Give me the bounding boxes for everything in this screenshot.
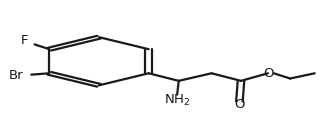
- Text: NH$_2$: NH$_2$: [164, 93, 190, 108]
- Text: O: O: [235, 98, 245, 111]
- Text: O: O: [264, 66, 274, 80]
- Text: Br: Br: [8, 69, 23, 82]
- Text: F: F: [21, 34, 29, 47]
